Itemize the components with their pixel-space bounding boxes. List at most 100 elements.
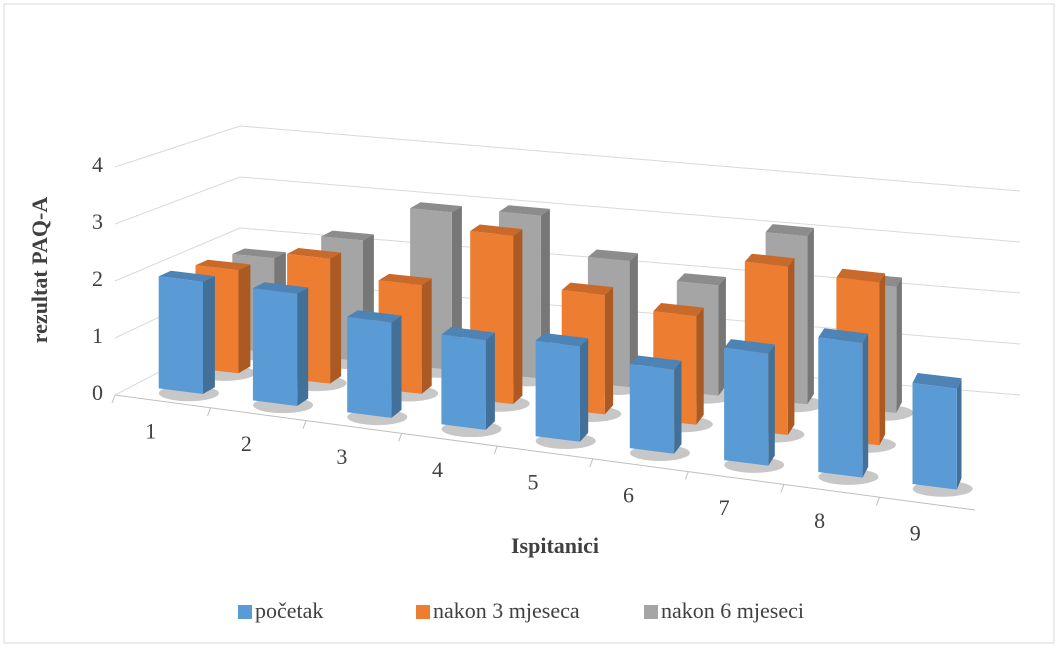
- bar-front: [347, 316, 392, 418]
- legend-label: nakon 6 mjeseci: [661, 598, 804, 623]
- bar-side: [579, 338, 589, 442]
- bar-top: [587, 249, 638, 261]
- bar-front: [535, 340, 580, 442]
- bar-top: [158, 270, 215, 282]
- bar-top: [765, 224, 814, 237]
- x-tick: [207, 407, 212, 416]
- bar: [535, 333, 589, 442]
- legend: početak nakon 3 mjeseca nakon 6 mjeseci: [238, 598, 804, 623]
- bar: [252, 282, 309, 406]
- bar-top: [321, 230, 374, 241]
- legend-swatch: [416, 605, 430, 619]
- bar-top: [744, 253, 795, 267]
- x-tick: [875, 497, 880, 506]
- bar-side: [421, 278, 432, 394]
- bar-top: [470, 224, 523, 236]
- bar-front: [629, 364, 675, 454]
- x-tick: [302, 420, 307, 429]
- bar-top: [232, 248, 286, 259]
- bar-top: [676, 273, 726, 286]
- bar-side: [203, 276, 215, 394]
- bar: [441, 327, 495, 430]
- bar-top: [561, 282, 614, 295]
- bar-front: [252, 288, 298, 406]
- bar-top: [252, 282, 309, 294]
- x-tick: [493, 445, 498, 455]
- y-tick-label: 0: [92, 380, 103, 405]
- x-tick-label: 4: [432, 457, 443, 482]
- x-tick-label: 9: [910, 521, 921, 546]
- bar-top: [836, 268, 886, 283]
- bar: [912, 373, 962, 490]
- bar: [347, 310, 402, 418]
- bar-side: [787, 258, 795, 435]
- bars: [158, 202, 973, 497]
- bar-front: [724, 347, 769, 466]
- bar-top: [347, 310, 402, 323]
- bar-top: [535, 333, 589, 347]
- bar-top: [653, 303, 704, 317]
- bar-top: [287, 248, 342, 259]
- bar-top: [912, 373, 962, 389]
- grid-line: [114, 176, 1021, 243]
- bar-side: [485, 332, 495, 430]
- bar-side: [807, 227, 814, 405]
- y-axis-label: rezultat PAQ-A: [27, 197, 52, 344]
- x-axis-line: [114, 394, 976, 511]
- bar-side: [896, 277, 902, 413]
- y-tick-label: 2: [92, 266, 103, 291]
- legend-swatch: [238, 605, 252, 619]
- bar-top: [499, 205, 550, 216]
- y-tick-label: 1: [92, 323, 103, 348]
- bar-side: [604, 287, 614, 415]
- bar-front: [818, 337, 863, 478]
- bar-side: [297, 287, 309, 406]
- bar-front: [441, 334, 486, 430]
- y-tick-label: 4: [92, 152, 103, 177]
- bar-side: [391, 315, 402, 418]
- x-tick-label: 1: [145, 418, 156, 443]
- bar-top: [410, 202, 462, 213]
- bar-side: [696, 307, 704, 425]
- bar-side: [629, 253, 638, 387]
- x-tick: [780, 484, 785, 493]
- bar: [818, 328, 869, 478]
- x-tick-label: 2: [241, 431, 252, 456]
- x-tick: [111, 394, 116, 404]
- legend-label: nakon 3 mjeseca: [433, 598, 580, 623]
- x-tick: [398, 433, 403, 442]
- bar-top: [629, 355, 682, 370]
- bar-top: [441, 327, 495, 341]
- bar-side: [768, 344, 775, 466]
- x-tick-label: 5: [528, 470, 539, 495]
- bar: [724, 339, 775, 466]
- legend-label: početak: [255, 598, 323, 623]
- bar: [629, 355, 682, 454]
- bar-side: [513, 229, 523, 405]
- bar-top: [195, 259, 251, 271]
- bar-top: [724, 339, 775, 354]
- bar-side: [674, 360, 682, 454]
- bar-front: [158, 276, 203, 394]
- bar-front: [912, 383, 957, 490]
- x-axis-label: Ispitanici: [511, 533, 599, 558]
- bar-side: [330, 252, 342, 384]
- bar-side: [862, 333, 869, 478]
- bar-side: [718, 277, 726, 396]
- bar-side: [879, 273, 886, 446]
- grid-line: [114, 125, 1021, 192]
- bar: [158, 270, 215, 394]
- x-tick-label: 3: [336, 444, 347, 469]
- bar-top: [378, 273, 432, 286]
- x-tick: [589, 458, 594, 468]
- legend-swatch: [644, 605, 658, 619]
- x-tick-label: 7: [719, 495, 730, 520]
- bar-top: [818, 328, 869, 343]
- y-tick-label: 3: [92, 209, 103, 234]
- x-tick-label: 8: [814, 508, 825, 533]
- bar-side: [238, 264, 251, 374]
- bar-side: [956, 378, 962, 490]
- x-tick-label: 6: [623, 482, 634, 507]
